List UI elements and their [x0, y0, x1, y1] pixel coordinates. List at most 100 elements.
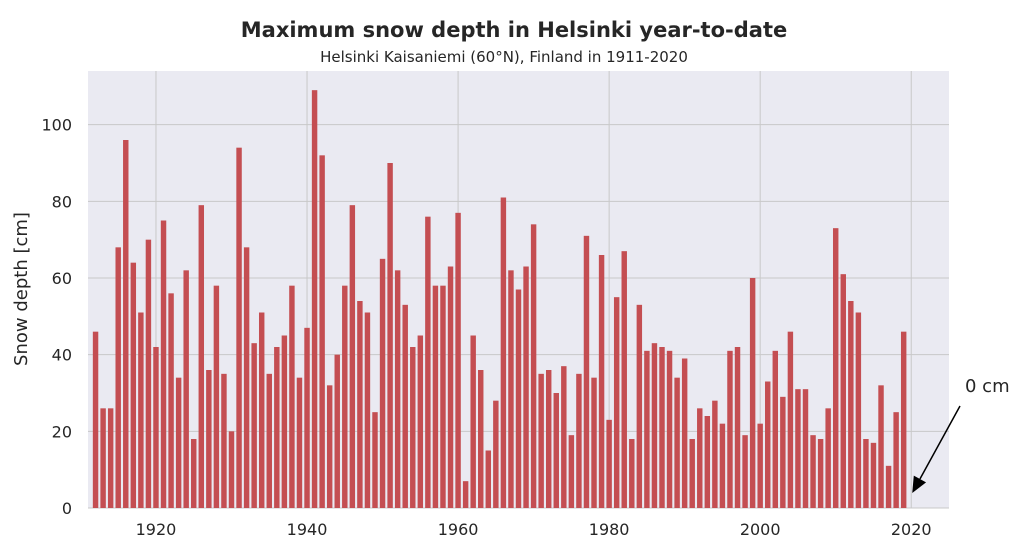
bar-1973 [553, 393, 559, 508]
bar-1916 [123, 140, 129, 508]
annotation-text: 0 cm [965, 376, 1010, 397]
bar-1941 [311, 90, 318, 509]
bar-2001 [765, 381, 771, 508]
bar-1971 [538, 373, 544, 508]
bar-1920 [153, 347, 159, 508]
bar-1945 [342, 285, 348, 508]
bar-1942 [319, 155, 325, 509]
bar-1963 [478, 370, 484, 508]
bar-2018 [893, 412, 899, 508]
bar-1999 [749, 278, 756, 508]
bar-1992 [697, 408, 703, 508]
bar-1930 [228, 431, 235, 508]
bar-1918 [138, 312, 144, 508]
bar-1949 [372, 412, 378, 508]
bar-2006 [802, 389, 809, 508]
bar-1948 [364, 312, 371, 508]
bar-2008 [817, 439, 824, 508]
bar-1989 [674, 377, 680, 508]
bar-2000 [757, 423, 763, 508]
annotation-arrow-head [912, 475, 927, 493]
bar-1946 [349, 205, 356, 508]
bar-1993 [704, 416, 711, 508]
bar-1970 [530, 224, 537, 509]
bar-1969 [523, 266, 529, 508]
bar-1964 [485, 450, 492, 508]
x-tick-label: 1940 [287, 520, 328, 539]
bar-series [92, 90, 907, 509]
y-tick-label: 20 [52, 422, 72, 441]
bar-1966 [500, 197, 507, 508]
bar-1981 [613, 297, 620, 508]
x-tick-label: 2000 [740, 520, 781, 539]
bar-2017 [885, 465, 892, 508]
bar-1951 [387, 163, 393, 508]
bar-1962 [470, 335, 476, 508]
y-tick-label: 0 [62, 499, 72, 518]
y-tick-label: 40 [52, 346, 72, 365]
bar-1968 [515, 289, 522, 508]
bar-1943 [326, 385, 333, 508]
bar-1958 [440, 285, 446, 508]
bar-1921 [160, 220, 167, 508]
bar-2002 [772, 350, 779, 508]
bar-1980 [606, 419, 612, 508]
bar-1985 [644, 350, 650, 508]
bar-1915 [115, 247, 121, 509]
bar-1954 [410, 347, 416, 508]
bar-1978 [591, 377, 597, 508]
bar-1917 [130, 262, 137, 508]
bar-1927 [206, 370, 212, 508]
bar-1913 [100, 408, 106, 508]
bar-1965 [493, 400, 499, 508]
bar-1998 [742, 435, 748, 508]
bar-1928 [213, 285, 220, 508]
bar-1974 [561, 366, 567, 508]
bar-1947 [357, 301, 363, 508]
bar-1972 [545, 370, 552, 508]
bar-2004 [787, 331, 794, 508]
x-tick-label: 2020 [891, 520, 932, 539]
x-tick-label: 1920 [136, 520, 177, 539]
y-tick-label: 100 [41, 116, 72, 135]
bar-1995 [719, 423, 726, 508]
bar-1914 [107, 408, 114, 508]
bar-2003 [780, 396, 786, 508]
bar-1923 [175, 377, 182, 508]
bar-1988 [666, 350, 673, 508]
bar-1944 [334, 354, 340, 508]
bar-1936 [274, 347, 280, 508]
bar-1990 [681, 358, 688, 508]
bar-1931 [236, 147, 242, 508]
bar-1976 [576, 373, 582, 508]
bar-2014 [863, 439, 869, 508]
bar-1937 [281, 335, 288, 508]
bar-1987 [659, 347, 665, 508]
x-tick-label: 1960 [438, 520, 479, 539]
bar-1935 [266, 373, 272, 508]
bar-1934 [258, 312, 265, 508]
bar-1955 [417, 335, 424, 508]
bar-2011 [840, 274, 846, 508]
bar-1982 [621, 251, 627, 508]
bar-1938 [289, 285, 295, 508]
bar-1979 [598, 255, 605, 508]
bar-1922 [168, 293, 174, 508]
bar-1967 [508, 270, 514, 508]
bar-1919 [145, 239, 152, 508]
x-tick-label: 1980 [589, 520, 630, 539]
bar-2010 [832, 228, 839, 508]
axis-ticks: 0 20 40 60 80 100 1920 1940 1960 1980 2000 2020 [41, 116, 931, 539]
bar-1953 [402, 304, 408, 508]
bar-2013 [855, 312, 862, 508]
bar-2019 [900, 331, 907, 508]
bar-1975 [568, 435, 575, 508]
bar-1950 [379, 258, 386, 508]
bar-2005 [795, 389, 801, 508]
y-tick-label: 80 [52, 192, 72, 211]
bar-1957 [432, 285, 439, 508]
bar-1912 [92, 331, 99, 508]
bar-1977 [583, 235, 590, 509]
bar-1929 [221, 373, 227, 508]
bar-1991 [689, 439, 695, 508]
